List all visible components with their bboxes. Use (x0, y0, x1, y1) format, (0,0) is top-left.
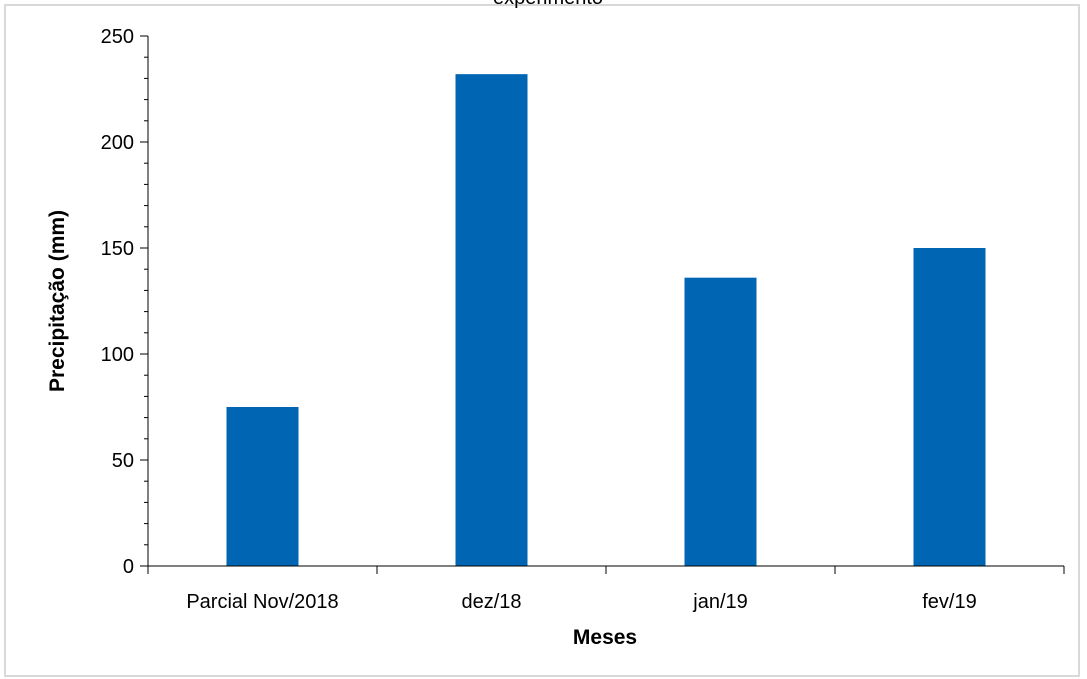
y-tick-label: 50 (112, 450, 134, 472)
chart-title: experimento (493, 0, 603, 9)
x-category-label: dez/18 (461, 591, 521, 613)
y-tick-label: 150 (101, 238, 134, 260)
x-axis-title: Meses (573, 626, 637, 649)
y-axis: 0 50 100 150 200 250 (101, 26, 149, 578)
x-category-label: Parcial Nov/2018 (186, 591, 338, 613)
bar-2 (684, 277, 757, 566)
bars-group (226, 74, 986, 566)
x-category-label: fev/19 (922, 591, 976, 613)
y-tick-label: 250 (101, 26, 134, 48)
bar-1 (455, 74, 528, 566)
chart-frame (4, 4, 1080, 677)
y-tick-label: 200 (101, 132, 134, 154)
x-axis: Parcial Nov/2018 dez/18 jan/19 fev/19 (147, 565, 1065, 613)
y-axis-title: Precipitação (mm) (46, 210, 69, 392)
bar-3 (913, 248, 986, 566)
y-tick-label: 0 (123, 556, 134, 578)
y-tick-label: 100 (101, 344, 134, 366)
x-category-label: jan/19 (692, 591, 748, 613)
bar-0 (226, 407, 299, 566)
